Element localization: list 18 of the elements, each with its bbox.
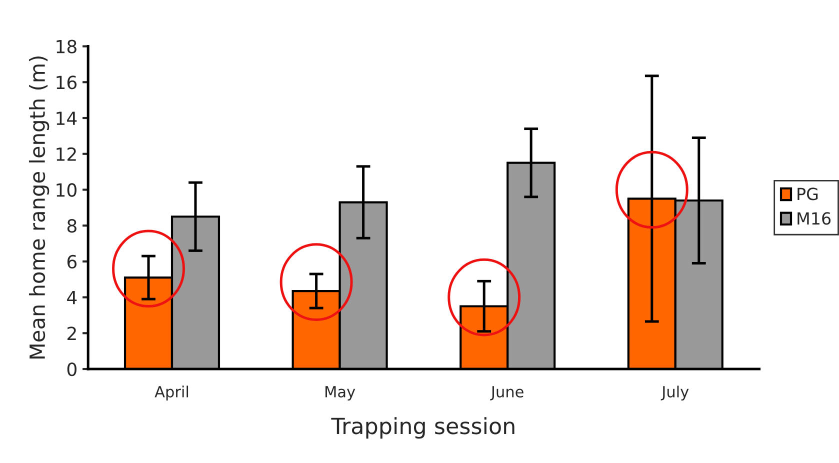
y-tick-label: 2 (68, 326, 76, 340)
x-tick-label: April (154, 386, 188, 400)
y-axis-title: Mean home range length (m) (28, 56, 50, 359)
x-axis-title: Trapping session (331, 417, 514, 439)
legend-label: PG (798, 188, 818, 200)
y-tick-label: 18 (56, 40, 76, 54)
y-tick-label: 0 (67, 362, 76, 376)
y-tick-label: 10 (56, 183, 76, 197)
y-tick-label: 14 (56, 112, 77, 125)
x-tick-label: July (660, 386, 689, 400)
x-tick-label: May (326, 386, 356, 400)
y-tick-label: 6 (67, 254, 77, 269)
y-tick-label: 12 (56, 147, 76, 161)
y-tick-label: 4 (67, 290, 77, 304)
legend-label: M16 (798, 212, 831, 225)
y-tick-label: 16 (56, 76, 77, 90)
x-tick-label: June (490, 386, 524, 400)
y-tick-label: 8 (67, 219, 76, 233)
